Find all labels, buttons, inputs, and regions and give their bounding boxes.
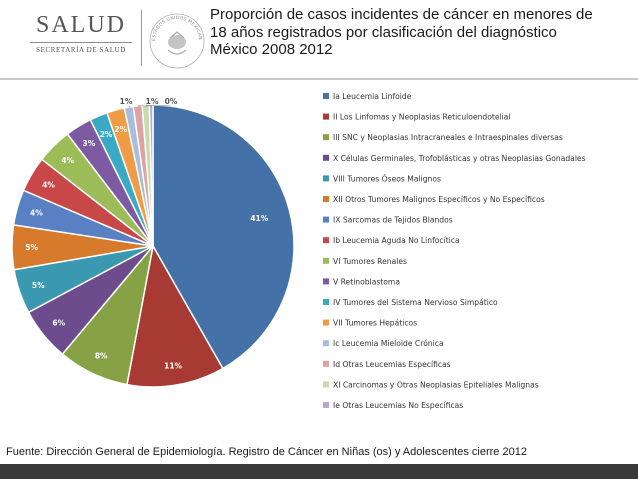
legend-swatch-9 <box>323 257 329 264</box>
title-line-2: 18 años registrados por clasificación de… <box>210 23 557 41</box>
legend-swatch-4 <box>323 154 329 161</box>
legend-swatch-11 <box>323 299 329 305</box>
legend-label-16: Ie Otras Leucemias No Específicas <box>333 401 463 410</box>
legend-swatch-8 <box>323 237 329 244</box>
pie-leader-lines <box>128 104 172 108</box>
legend-label-10: V Retinoblastoma <box>333 277 400 286</box>
legend-label-4: X Células Germinales, Trofoblásticas y o… <box>333 154 586 163</box>
mexican-coat-of-arms-icon: ESTADOS UNIDOS MEXICANOS <box>146 8 205 69</box>
legend-swatch-12 <box>323 319 329 326</box>
data-label-11: 2% <box>100 130 113 139</box>
legend-swatch-13 <box>323 340 329 347</box>
data-label-9: 4% <box>61 156 74 165</box>
legend-label-11: IV Tumores del Sistema Nervioso Simpátic… <box>333 298 498 307</box>
legend-swatch-7 <box>323 216 329 223</box>
legend-label-13: Ic Leucemia Mieloide Crónica <box>333 339 444 348</box>
logo-word: SALUD <box>35 12 126 38</box>
pie-slice-2 <box>126 243 224 388</box>
source-note: Fuente: Dirección General de Epidemiolog… <box>6 446 527 458</box>
legend-label-15: XI Carcinomas y Otras Neoplasias Epiteli… <box>333 380 539 389</box>
data-label-10: 3% <box>83 139 96 148</box>
legend-label-5: VIII Tumores Óseos Malignos <box>333 174 441 183</box>
data-label-1: 41% <box>250 214 268 223</box>
data-label-5: 5% <box>32 281 45 290</box>
logo-rule <box>30 42 132 43</box>
legend-swatch-10 <box>323 278 329 285</box>
legend-swatch-1 <box>323 93 329 99</box>
legend-label-14: Id Otras Leucemias Específicas <box>333 360 451 369</box>
logo-subtitle: SECRETARÍA DE SALUD <box>36 46 126 54</box>
title-line-3: México 2008 2012 <box>210 41 333 58</box>
leader-line-13 <box>128 105 131 108</box>
legend-swatch-14 <box>323 360 329 367</box>
pie-slice-1 <box>152 104 295 370</box>
pie-slices <box>11 104 295 388</box>
legend-swatch-5 <box>323 175 329 182</box>
legend-label-8: Ib Leucemia Aguda No Linfocítica <box>333 236 460 245</box>
legend-swatch-16 <box>323 402 329 408</box>
header: SALUD SECRETARÍA DE SALUD ESTADOS UNIDOS… <box>0 0 638 78</box>
leader-line-15 <box>145 104 172 107</box>
legend-label-1: Ia Leucemia Linfoide <box>333 92 412 101</box>
data-label-12: 2% <box>114 125 127 134</box>
salud-logo: SALUD SECRETARÍA DE SALUD <box>22 12 140 62</box>
legend-label-6: XII Otros Tumores Malignos Específicos y… <box>333 195 545 204</box>
legend-label-3: III SNC y Neoplasias Intracraneales e In… <box>333 133 563 142</box>
data-label-6: 5% <box>25 243 38 252</box>
legend-label-12: VII Tumores Hepáticos <box>333 319 417 328</box>
legend-swatch-2 <box>323 113 329 120</box>
legend-swatch-3 <box>323 134 329 141</box>
page-title: Proporción de casos incidentes de cáncer… <box>210 6 632 59</box>
legend-label-9: VI Tumores Renales <box>333 257 407 266</box>
pie-data-labels: 41% 11% 8% 6% 5% 5% 4% 4% 4% 3% 2%2% 1% 1% 0% <box>25 97 268 371</box>
data-label-8: 4% <box>42 180 55 189</box>
legend-label-7: IX Sarcomas de Tejidos Blandos <box>333 216 453 225</box>
data-label-3: 8% <box>95 352 108 361</box>
footer-bar <box>0 464 638 479</box>
legend-swatch-15 <box>323 381 329 388</box>
chart-legend: Ia Leucemia Linfoide II Los Linfomas y Ne… <box>323 92 586 410</box>
header-separator <box>141 10 142 66</box>
header-rule <box>0 78 638 80</box>
legend-label-2: II Los Linfomas y Neoplasias Reticuloend… <box>333 113 511 122</box>
data-label-4: 6% <box>52 318 65 327</box>
pie-chart: 41% 11% 8% 6% 5% 5% 4% 4% 4% 3% 2%2% 1% 1% 0% Ia Leuc… <box>0 80 638 442</box>
data-label-13: 1% <box>120 97 133 106</box>
title-line-1: Proporción de casos incidentes de cáncer… <box>210 6 593 23</box>
data-label-2: 11% <box>164 362 182 371</box>
data-label-15: 0% <box>165 97 178 106</box>
data-label-7: 4% <box>30 209 43 218</box>
data-label-14: 1% <box>146 97 159 106</box>
legend-swatch-6 <box>323 196 329 202</box>
